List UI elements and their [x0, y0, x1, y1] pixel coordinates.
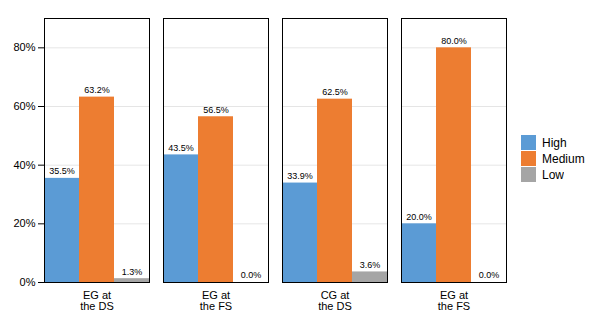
svg-text:EG atthe FS: EG atthe FS — [200, 289, 232, 312]
svg-text:1.3%: 1.3% — [122, 267, 143, 277]
html-text:Low: Low — [542, 167, 564, 182]
svg-text:0%: 0% — [20, 276, 36, 288]
svg-text:80.0%: 80.0% — [441, 36, 467, 46]
html-text:Medium: Medium — [542, 151, 585, 166]
svg-text:EG atthe DS: EG atthe DS — [80, 289, 114, 312]
svg-text:40%: 40% — [13, 159, 35, 171]
svg-text:EG atthe FS: EG atthe FS — [438, 289, 470, 312]
svg-text:20%: 20% — [13, 217, 35, 229]
svg-text:3.6%: 3.6% — [360, 260, 381, 270]
html-text:High: High — [542, 135, 567, 150]
svg-text:0.0%: 0.0% — [241, 270, 262, 280]
svg-text:60%: 60% — [13, 100, 35, 112]
svg-text:62.5%: 62.5% — [322, 87, 348, 97]
svg-text:80%: 80% — [13, 41, 35, 53]
svg-text:20.0%: 20.0% — [406, 212, 432, 222]
svg-text:63.2%: 63.2% — [84, 85, 110, 95]
svg-text:56.5%: 56.5% — [203, 105, 229, 115]
svg-text:35.5%: 35.5% — [49, 166, 75, 176]
svg-text:CG atthe DS: CG atthe DS — [318, 289, 352, 312]
svg-text:33.9%: 33.9% — [287, 171, 313, 181]
svg-text:43.5%: 43.5% — [168, 143, 194, 153]
svg-text:0.0%: 0.0% — [479, 270, 500, 280]
